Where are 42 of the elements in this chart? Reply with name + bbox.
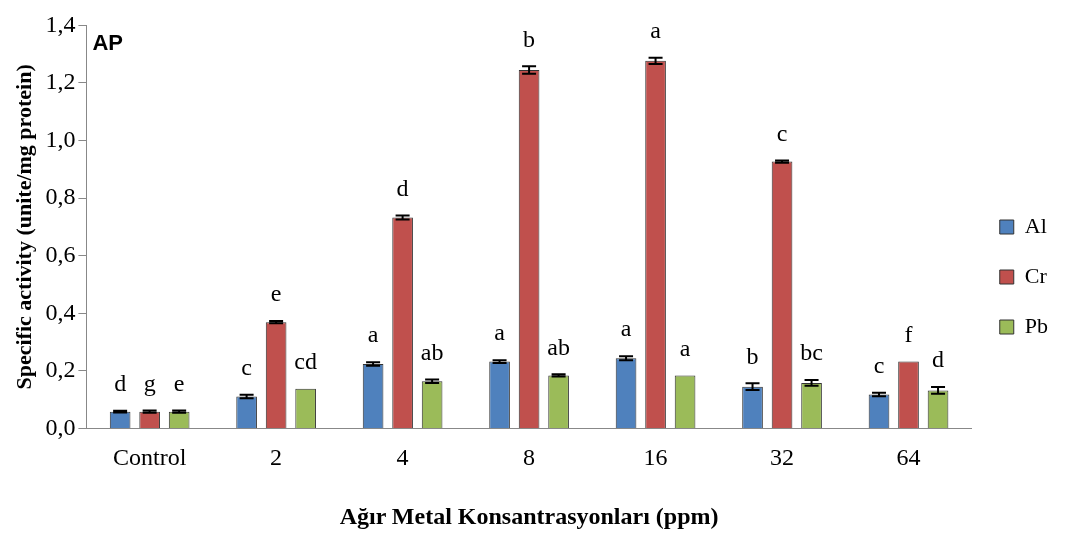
data-label: a: [494, 319, 506, 346]
data-label: b: [523, 25, 536, 52]
x-axis-title: Ağır Metal Konsantrasyonları (ppm): [339, 502, 719, 529]
y-tick-label: 1,4: [45, 10, 76, 37]
x-tick-label: 4: [396, 444, 409, 471]
data-label: a: [620, 315, 632, 342]
data-label: b: [746, 342, 759, 369]
y-tick-label: 0,8: [45, 183, 76, 210]
y-tick-label: 0,2: [45, 356, 76, 383]
chart-title: AP: [92, 30, 123, 56]
legend-label: Pb: [1024, 312, 1049, 338]
x-tick-label: 2: [270, 444, 283, 471]
data-label: d: [114, 370, 127, 397]
data-label: e: [270, 280, 282, 307]
x-tick-label: 8: [523, 444, 536, 471]
data-label: a: [367, 321, 379, 348]
x-tick-label: Control: [112, 444, 187, 471]
data-label: g: [143, 369, 156, 396]
data-label: bc: [800, 339, 823, 366]
x-tick-label: 64: [896, 444, 921, 471]
data-label: c: [241, 354, 252, 381]
x-tick-label: 16: [643, 444, 668, 471]
y-axis-title: Specific activity (unite/mg protein): [10, 64, 36, 390]
legend-label: Cr: [1024, 262, 1048, 288]
data-label: ab: [420, 338, 444, 365]
y-tick-label: 0,4: [45, 298, 76, 325]
data-label: d: [396, 174, 409, 201]
y-tick-label: 0,0: [45, 413, 76, 440]
x-tick-label: 32: [770, 444, 795, 471]
data-label: a: [679, 334, 691, 361]
y-tick-label: 1,2: [45, 68, 76, 95]
data-label: e: [173, 369, 185, 396]
data-label: d: [932, 346, 945, 373]
data-label: c: [873, 352, 885, 378]
legend-label: Al: [1024, 212, 1047, 238]
y-tick-label: 1,0: [45, 125, 76, 152]
data-label: f: [904, 320, 913, 347]
data-label: a: [650, 16, 662, 43]
data-label: c: [776, 119, 788, 146]
y-tick-label: 0,6: [45, 240, 76, 267]
data-label: cd: [294, 347, 317, 374]
data-label: ab: [547, 333, 570, 360]
